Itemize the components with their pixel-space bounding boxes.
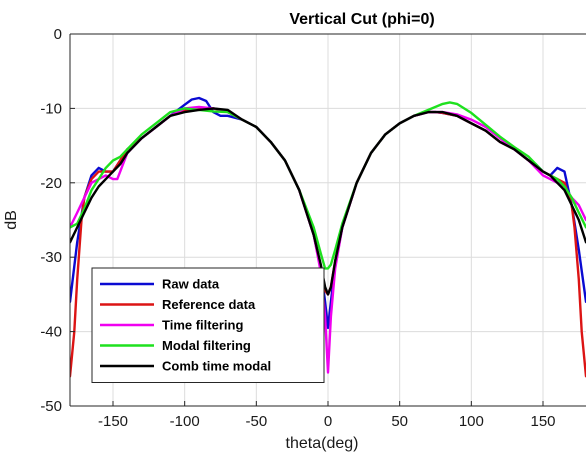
x-tick-label: 50	[391, 413, 408, 430]
legend-label: Comb time modal	[162, 359, 271, 374]
axes: -150 -100 -50 0 50 100 150 0 -10 -20 -30 -40 -50	[40, 26, 586, 430]
y-tick-label: -20	[40, 175, 62, 192]
x-axis-label: theta(deg)	[286, 435, 359, 452]
x-tick-label: -150	[98, 413, 128, 430]
legend-label: Raw data	[162, 277, 220, 292]
y-tick-label: -10	[40, 100, 62, 117]
x-tick-label: 100	[459, 413, 484, 430]
chart-title: Vertical Cut (phi=0)	[289, 11, 434, 28]
x-tick-label: -100	[170, 413, 200, 430]
y-tick-label: 0	[54, 26, 62, 43]
x-tick-label: 0	[324, 413, 332, 430]
x-tick-label: 150	[530, 413, 555, 430]
y-axis-label: dB	[3, 210, 20, 230]
series-line-modal-filtering	[70, 101, 586, 270]
series-lines	[70, 96, 586, 378]
x-tick-label: -50	[245, 413, 267, 430]
legend-label: Modal filtering	[162, 338, 251, 353]
y-tick-label: -30	[40, 249, 62, 266]
series-line-comb-time-modal	[70, 107, 586, 296]
y-tick-label: -40	[40, 324, 62, 341]
legend: Raw data Reference data Time filtering Moda…	[91, 267, 325, 383]
legend-label: Reference data	[162, 297, 256, 312]
y-tick-label: -50	[40, 398, 62, 415]
legend-label: Time filtering	[162, 318, 243, 333]
